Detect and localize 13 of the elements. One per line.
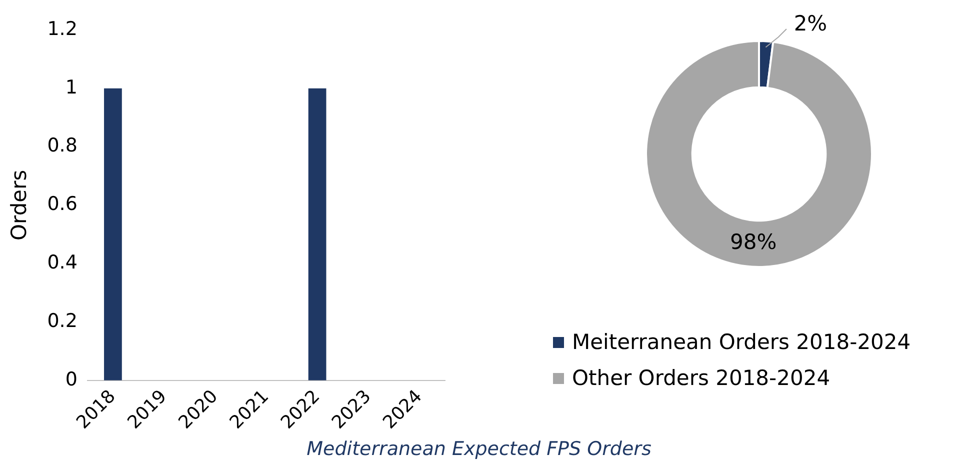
y-tick-label: 1.2 xyxy=(47,18,78,40)
y-tick-label: 0.2 xyxy=(47,310,78,332)
legend-label: Meiterranean Orders 2018-2024 xyxy=(572,330,911,354)
y-tick-label: 0 xyxy=(65,368,78,390)
data-label: 2% xyxy=(794,11,828,36)
y-tick-label: 0.4 xyxy=(47,251,78,274)
legend-label: Other Orders 2018-2024 xyxy=(572,366,830,390)
y-tick-label: 0.8 xyxy=(47,134,78,157)
data-label: 98% xyxy=(730,230,777,254)
text: Mediterranean Expected FPS Orders xyxy=(306,438,652,460)
y-tick-label: 0.6 xyxy=(47,193,78,216)
y-axis-title: Orders xyxy=(7,170,32,240)
y-tick-label: 1 xyxy=(65,76,78,98)
